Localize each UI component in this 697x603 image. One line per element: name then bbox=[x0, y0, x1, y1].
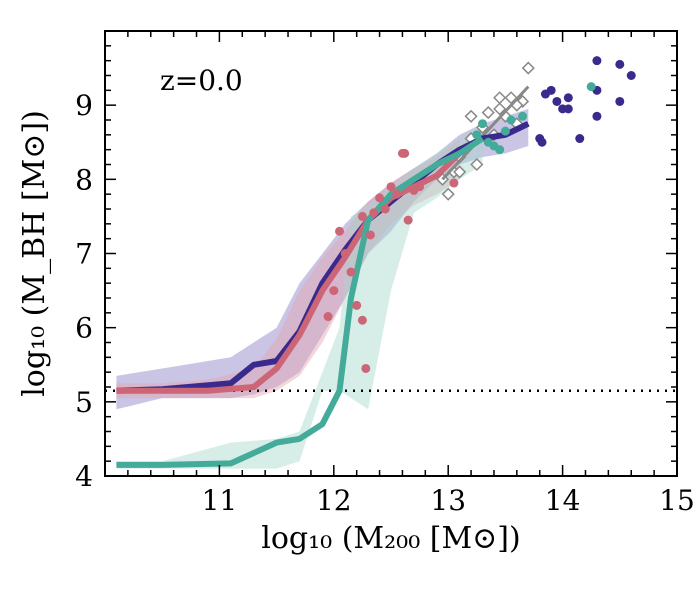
point-pink bbox=[352, 300, 362, 310]
point-pink bbox=[357, 211, 367, 221]
point-pink bbox=[357, 315, 367, 325]
observation-diamond bbox=[493, 102, 507, 116]
point-pink bbox=[346, 267, 356, 277]
band-teal bbox=[116, 123, 483, 469]
point-purple bbox=[575, 134, 585, 144]
x-tick-label: 11 bbox=[202, 484, 238, 517]
y-tick-label: 4 bbox=[75, 460, 93, 493]
point-teal bbox=[506, 115, 516, 125]
scatter-points bbox=[323, 56, 636, 373]
band-pink bbox=[116, 138, 460, 399]
point-pink bbox=[323, 312, 333, 322]
point-pink bbox=[386, 182, 396, 192]
y-tick-label: 8 bbox=[75, 163, 93, 196]
point-pink bbox=[365, 230, 375, 240]
y-tick-label: 6 bbox=[75, 312, 93, 345]
point-purple bbox=[592, 111, 602, 121]
point-purple bbox=[537, 137, 547, 147]
point-pink bbox=[415, 182, 425, 192]
axis-ticks bbox=[104, 30, 678, 477]
point-pink bbox=[403, 215, 413, 225]
tick-labels: 11 12 13 14 15 4 5 6 7 8 9 bbox=[75, 89, 695, 517]
point-teal bbox=[500, 126, 510, 136]
x-tick-label: 15 bbox=[659, 484, 695, 517]
observation-diamond bbox=[493, 91, 507, 105]
median-line-pink bbox=[116, 151, 462, 394]
observation-diamond bbox=[441, 187, 455, 201]
median-lines bbox=[116, 121, 530, 468]
point-purple bbox=[626, 71, 636, 80]
point-purple bbox=[552, 96, 562, 106]
point-purple bbox=[563, 93, 573, 103]
observation-diamond bbox=[464, 109, 478, 123]
observation-fit-line bbox=[441, 85, 530, 181]
point-pink bbox=[380, 204, 390, 214]
point-teal bbox=[586, 82, 596, 92]
point-pink bbox=[329, 286, 339, 296]
point-pink bbox=[392, 189, 402, 199]
observation-diamond bbox=[521, 61, 535, 75]
point-purple bbox=[615, 59, 625, 69]
observation-diamond bbox=[453, 165, 467, 179]
x-axis-label: log₁₀ (M₂₀₀ [M⊙]) bbox=[261, 521, 520, 556]
point-pink bbox=[400, 148, 410, 158]
x-tick-label: 14 bbox=[545, 484, 581, 517]
point-purple bbox=[592, 56, 602, 66]
y-tick-label: 7 bbox=[75, 238, 93, 271]
point-pink bbox=[449, 178, 459, 188]
point-purple bbox=[615, 96, 625, 106]
point-pink bbox=[369, 208, 379, 218]
redshift-annotation: z=0.0 bbox=[160, 64, 243, 97]
point-pink bbox=[340, 249, 350, 258]
point-purple bbox=[563, 104, 573, 114]
point-teal bbox=[478, 119, 488, 129]
point-pink bbox=[361, 363, 371, 373]
observation-diamond bbox=[481, 106, 495, 120]
point-pink bbox=[375, 193, 385, 203]
y-tick-label: 9 bbox=[75, 89, 93, 122]
point-teal bbox=[495, 145, 505, 155]
y-axis-label: log₁₀ (M_BH [M⊙]) bbox=[17, 110, 52, 397]
median-line-teal bbox=[116, 135, 485, 468]
x-tick-label: 12 bbox=[316, 484, 352, 517]
observation-diamond bbox=[470, 157, 484, 172]
point-purple bbox=[546, 85, 556, 95]
point-teal bbox=[518, 111, 528, 121]
x-tick-label: 13 bbox=[430, 484, 466, 517]
point-teal bbox=[472, 130, 482, 140]
point-pink bbox=[335, 226, 345, 236]
y-tick-label: 5 bbox=[75, 386, 93, 419]
